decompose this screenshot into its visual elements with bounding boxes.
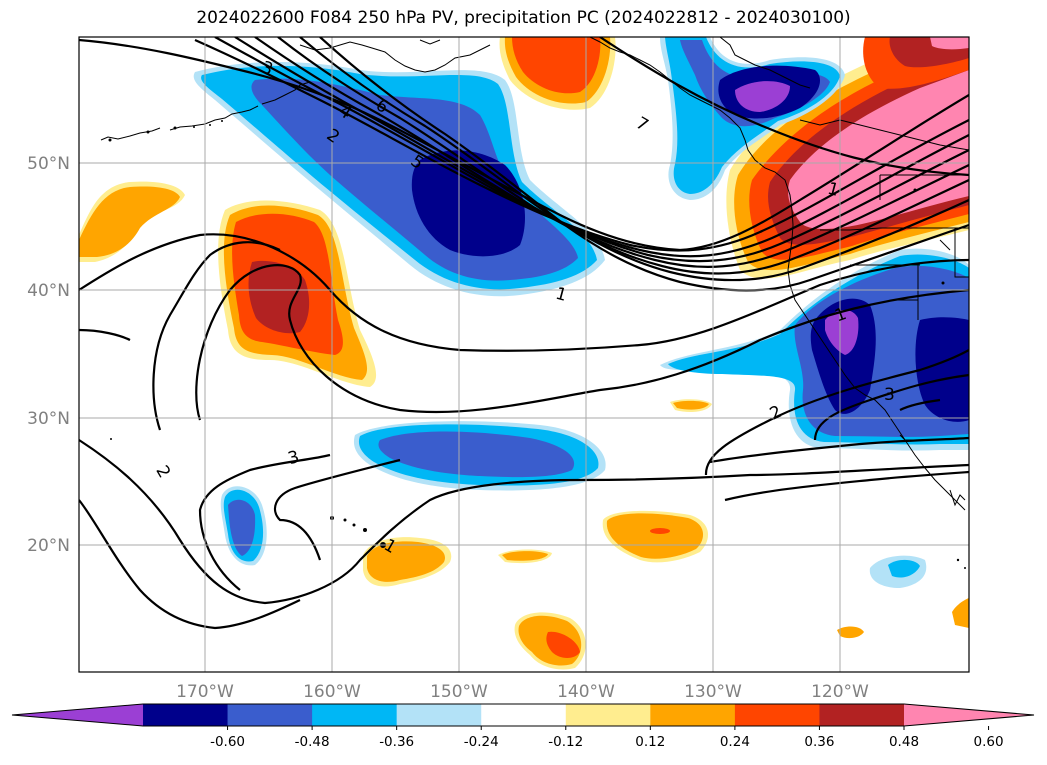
lon-label-120w: 120°W [811, 682, 869, 702]
colorbar-segment [481, 704, 566, 726]
colorbar-segment [819, 704, 904, 726]
colorbar-tick-label: -0.48 [295, 734, 330, 750]
colorbar-segment [397, 704, 482, 726]
colorbar-tick-label: 0.12 [635, 734, 665, 750]
colorbar-tick-label: -0.60 [210, 734, 245, 750]
colorbar-tick-label: 0.60 [974, 734, 1004, 750]
colorbar-tick-label: -0.12 [548, 734, 583, 750]
colorbar-extend-low [12, 704, 143, 726]
colorbar [12, 704, 1034, 730]
lon-label-160w: 160°W [303, 682, 361, 702]
colorbar-tick-label: -0.36 [379, 734, 414, 750]
colorbar-segment [650, 704, 735, 726]
colorbar-tick-label: 0.48 [889, 734, 919, 750]
colorbar-segment [312, 704, 397, 726]
lat-label-30n: 30°N [27, 409, 70, 429]
lat-label-40n: 40°N [27, 281, 70, 301]
colorbar-tick-labels: -0.60 -0.48 -0.36 -0.24 -0.12 0.12 0.24 0.36 0.4… [210, 734, 1004, 750]
longitude-labels: 170°W 160°W 150°W 140°W 130°W 120°W [176, 682, 869, 702]
lon-label-170w: 170°W [176, 682, 234, 702]
contour-label: 3 [884, 385, 895, 405]
lat-label-20n: 20°N [27, 536, 70, 556]
latitude-labels: 50°N 40°N 30°N 20°N [27, 154, 70, 556]
colorbar-tick-label: -0.24 [464, 734, 499, 750]
colorbar-tick-label: 0.24 [720, 734, 750, 750]
colorbar-segment [735, 704, 820, 726]
lon-label-140w: 140°W [557, 682, 615, 702]
colorbar-segment [143, 704, 228, 726]
colorbar-extend-high [904, 704, 1034, 726]
colorbar-tick-label: 0.36 [804, 734, 834, 750]
lon-label-150w: 150°W [430, 682, 488, 702]
colorbar-segment [228, 704, 313, 726]
colorbar-segment [566, 704, 651, 726]
pv-precip-map: 3 4 2 6 5 7 1 1 3 2 2 3 1 1 50°N 40°N 30… [0, 0, 1047, 765]
lon-label-130w: 130°W [684, 682, 742, 702]
lat-label-50n: 50°N [27, 154, 70, 174]
